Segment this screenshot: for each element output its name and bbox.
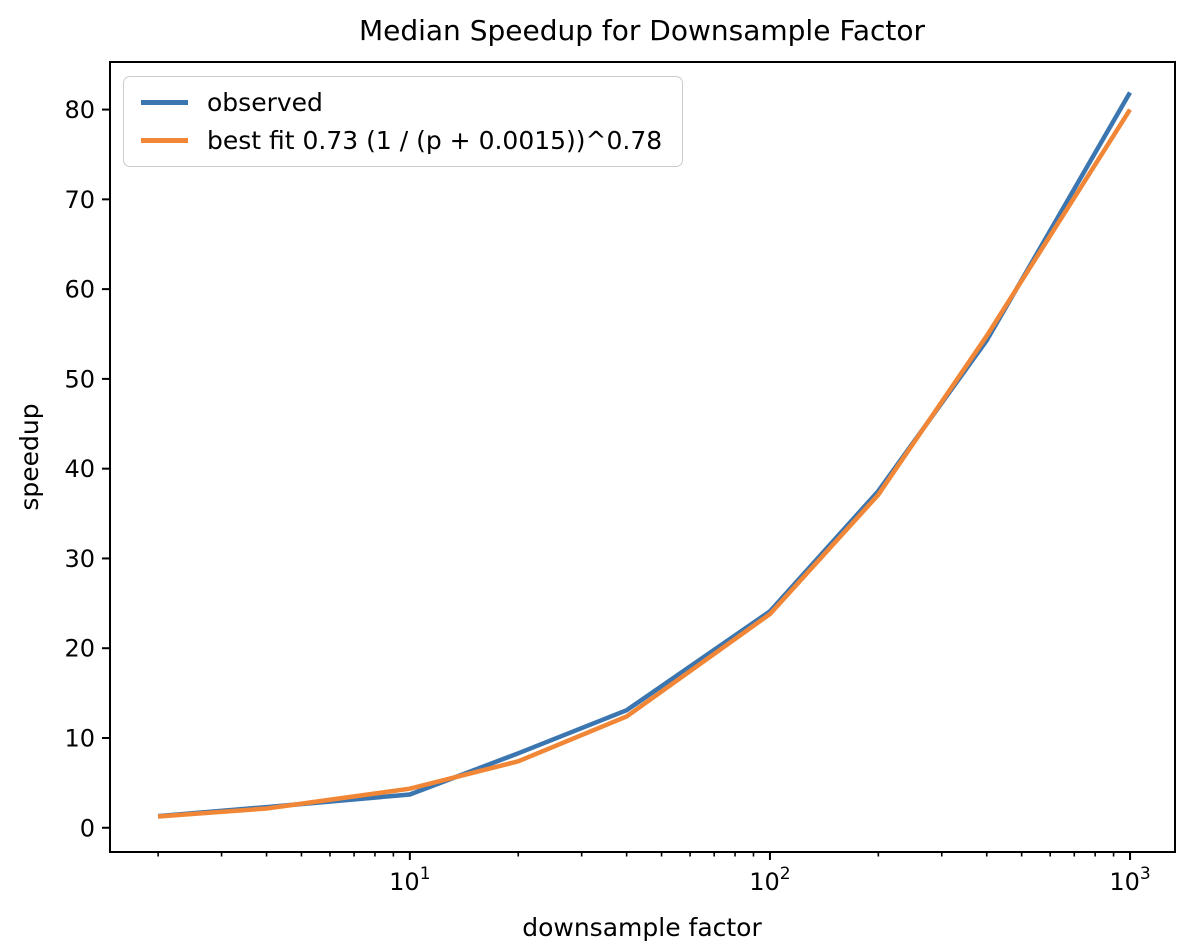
legend: observed best fit 0.73 (1 / (p + 0.0015)… [123,76,684,167]
x-tick-label: 103 [1109,864,1150,896]
x-tick-label: 101 [389,864,430,896]
y-tick-label: 50 [64,365,95,393]
legend-line-swatch-observed [141,100,188,105]
y-tick-label: 80 [64,96,95,124]
legend-item-observed: observed [141,88,662,117]
y-tick-label: 20 [64,635,95,663]
y-axis-label: speedup [15,403,44,510]
y-tick-label: 30 [64,545,95,573]
legend-label-observed: observed [207,88,323,117]
legend-label-best-fit: best fit 0.73 (1 / (p + 0.0015))^0.78 [207,126,663,155]
x-axis-label: downsample factor [522,913,762,942]
axes-frame [109,61,1176,853]
legend-item-best-fit: best fit 0.73 (1 / (p + 0.0015))^0.78 [141,126,662,155]
best-fit-line [157,108,1132,819]
legend-line-swatch-best-fit [141,138,188,143]
y-tick-label: 40 [64,455,95,483]
y-tick-label: 60 [64,276,95,304]
y-tick-label: 0 [80,814,95,842]
plot-area: 0 10 20 30 40 50 60 70 80 101 102 103 [64,61,1176,896]
y-tick-label: 70 [64,186,95,214]
x-tick-label: 102 [749,864,790,896]
observed-line [157,91,1132,819]
y-tick-label: 10 [64,724,95,752]
chart-title: Median Speedup for Downsample Factor [359,14,926,47]
